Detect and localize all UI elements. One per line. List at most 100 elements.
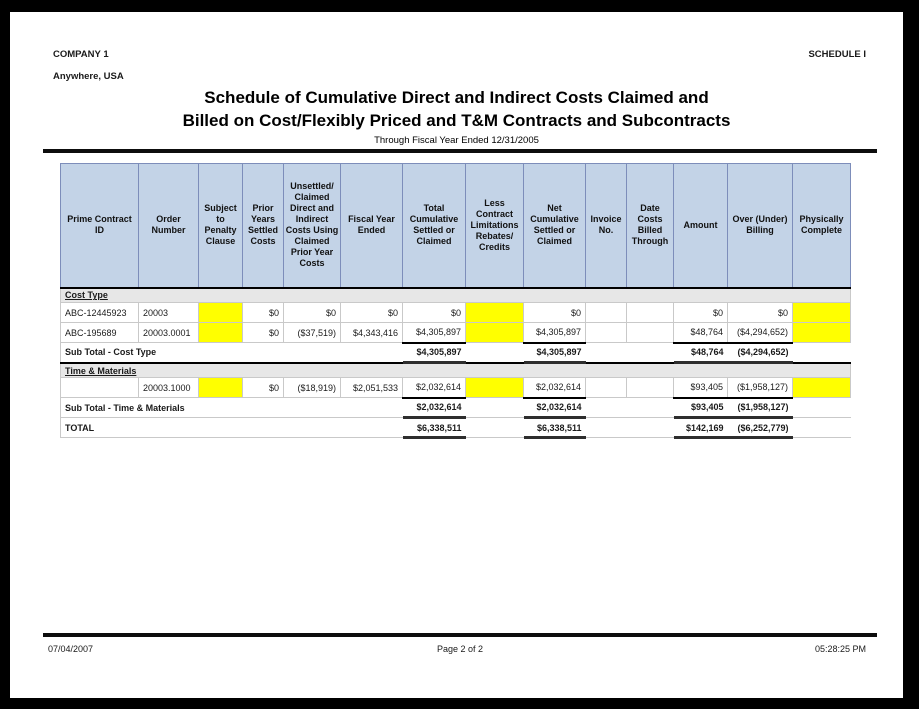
section-row: Cost Type <box>60 286 851 303</box>
highlight-cell-less-contract-limitations <box>465 322 524 343</box>
section-title-text: Time & Materials <box>65 365 137 376</box>
subtotal-row-label: Sub Total - Cost Type <box>60 342 403 363</box>
highlight-cell-subject-to-penalty-clause <box>198 322 243 343</box>
column-header-date-costs-billed-through: Date Costs Billed Through <box>626 163 674 288</box>
cell-amount: $0 <box>673 302 728 323</box>
cell-prior-years-settled-costs: $0 <box>242 302 284 323</box>
total-row-blank-invoice-no <box>585 417 627 438</box>
total-row-over-under: ($6,252,779) <box>727 416 793 439</box>
subtotal-row-blank-less-contract-limitations <box>465 342 524 363</box>
highlight-cell-physically-complete <box>792 377 851 398</box>
cell-order-number: 20003.1000 <box>138 377 199 398</box>
total-row-blank-less-contract-limitations <box>465 417 524 438</box>
table-row: ABC-195689 20003.0001 $0 ($37,519) $4,343,41… <box>60 322 851 343</box>
cell-unsettled-claimed-costs: $0 <box>283 302 341 323</box>
footer-divider-line <box>43 633 877 637</box>
footer-date: 07/04/2007 <box>48 644 94 654</box>
report-title-block: Schedule of Cumulative Direct and Indire… <box>10 86 903 146</box>
subtotal-row-net-cumulative: $2,032,614 <box>523 396 586 419</box>
footer-time: 05:28:25 PM <box>814 644 866 654</box>
cell-total-cumulative-settled-or-claimed: $4,305,897 <box>402 322 466 343</box>
highlight-cell-subject-to-penalty-clause <box>198 377 243 398</box>
column-header-over-under-billing: Over (Under) Billing <box>727 163 793 288</box>
total-row-amount: $142,169 <box>673 416 728 439</box>
cell-unsettled-claimed-costs: ($37,519) <box>283 322 341 343</box>
subtotal-row-amount: $48,764 <box>673 341 728 364</box>
total-row-total-cumulative: $6,338,511 <box>402 416 466 439</box>
report-title-line2: Billed on Cost/Flexibly Priced and T&M C… <box>182 111 731 130</box>
cell-amount: $48,764 <box>673 322 728 343</box>
report-subtitle: Through Fiscal Year Ended 12/31/2005 <box>374 135 539 146</box>
footer-page-label: Page 2 of 2 <box>436 644 484 654</box>
cell-order-number: 20003 <box>138 302 199 323</box>
cell-invoice-no <box>585 302 627 323</box>
column-header-total-cumulative-settled-or-claimed: Total Cumulative Settled or Claimed <box>402 163 466 288</box>
table-header: Prime Contract ID Order Number Subject to … <box>60 163 851 288</box>
cell-net-cumulative-settled-or-claimed: $0 <box>523 302 586 323</box>
cell-net-cumulative-settled-or-claimed: $4,305,897 <box>523 322 586 343</box>
subtotal-row-total-cumulative: $4,305,897 <box>402 341 466 364</box>
cell-fiscal-year-ended: $0 <box>340 302 403 323</box>
highlight-cell-subject-to-penalty-clause <box>198 302 243 323</box>
cell-prime-contract-id: ABC-195689 <box>60 322 139 343</box>
highlight-cell-less-contract-limitations <box>465 377 524 398</box>
highlight-cell-physically-complete <box>792 302 851 323</box>
cell-date-costs-billed-through <box>626 322 674 343</box>
cell-prime-contract-id <box>60 377 139 398</box>
column-header-subject-to-penalty-clause: Subject to Penalty Clause <box>198 163 243 288</box>
subtotal-row: Sub Total - Time & Materials $2,032,614 $2… <box>60 396 851 419</box>
cell-order-number: 20003.0001 <box>138 322 199 343</box>
subtotal-row-blank-invoice-no <box>585 342 627 363</box>
section-label: Time & Materials <box>60 361 851 378</box>
schedule-label: SCHEDULE I <box>808 49 866 60</box>
section-label: Cost Type <box>60 286 851 303</box>
subtotal-row-blank-physically-complete <box>792 342 851 363</box>
cell-over-under-billing: ($1,958,127) <box>727 377 793 398</box>
highlight-cell-less-contract-limitations <box>465 302 524 323</box>
cell-unsettled-claimed-costs: ($18,919) <box>283 377 341 398</box>
subtotal-row-amount: $93,405 <box>673 396 728 419</box>
subtotal-row-blank-invoice-no <box>585 397 627 418</box>
company-location: Anywhere, USA <box>53 71 124 82</box>
report-page: COMPANY 1 Anywhere, USA SCHEDULE I Sched… <box>10 12 903 698</box>
cell-total-cumulative-settled-or-claimed: $2,032,614 <box>402 377 466 398</box>
report-title-line1: Schedule of Cumulative Direct and Indire… <box>204 88 709 107</box>
cell-net-cumulative-settled-or-claimed: $2,032,614 <box>523 377 586 398</box>
table-body: Cost Type ABC-12445923 20003 $0 $0 $0 $0 $0 $0 $0… <box>60 286 851 439</box>
subtotal-row-label: Sub Total - Time & Materials <box>60 397 403 418</box>
subtotal-row-over-under: ($4,294,652) <box>727 341 793 364</box>
column-header-less-contract-limitations: Less Contract Limitations Rebates/ Credi… <box>465 163 524 288</box>
column-header-net-cumulative-settled-or-claimed: Net Cumulative Settled or Claimed <box>523 163 586 288</box>
column-header-physically-complete: Physically Complete <box>792 163 851 288</box>
table-header-row: Prime Contract ID Order Number Subject to … <box>60 163 851 288</box>
total-row-blank-physically-complete <box>792 417 851 438</box>
total-row-blank-date-costs-billed-through <box>626 417 674 438</box>
column-header-order-number: Order Number <box>138 163 199 288</box>
cell-fiscal-year-ended: $2,051,533 <box>340 377 403 398</box>
column-header-invoice-no: Invoice No. <box>585 163 627 288</box>
column-header-prime-contract-id: Prime Contract ID <box>60 163 139 288</box>
cell-invoice-no <box>585 322 627 343</box>
cell-over-under-billing: $0 <box>727 302 793 323</box>
column-header-prior-years-settled-costs: Prior Years Settled Costs <box>242 163 284 288</box>
cell-prior-years-settled-costs: $0 <box>242 322 284 343</box>
total-row-label: TOTAL <box>60 417 403 438</box>
subtotal-row-net-cumulative: $4,305,897 <box>523 341 586 364</box>
total-row-net-cumulative: $6,338,511 <box>523 416 586 439</box>
cell-prior-years-settled-costs: $0 <box>242 377 284 398</box>
cell-date-costs-billed-through <box>626 302 674 323</box>
subtotal-row-blank-date-costs-billed-through <box>626 397 674 418</box>
column-header-fiscal-year-ended: Fiscal Year Ended <box>340 163 403 288</box>
cell-fiscal-year-ended: $4,343,416 <box>340 322 403 343</box>
cell-total-cumulative-settled-or-claimed: $0 <box>402 302 466 323</box>
table-row: ABC-12445923 20003 $0 $0 $0 $0 $0 $0 $0 <box>60 302 851 323</box>
highlight-cell-physically-complete <box>792 322 851 343</box>
header-divider-line <box>43 149 877 153</box>
cell-date-costs-billed-through <box>626 377 674 398</box>
subtotal-row-blank-date-costs-billed-through <box>626 342 674 363</box>
column-header-unsettled-claimed-costs: Unsettled/ Claimed Direct and Indirect C… <box>283 163 341 288</box>
subtotal-row-blank-physically-complete <box>792 397 851 418</box>
cell-over-under-billing: ($4,294,652) <box>727 322 793 343</box>
cell-invoice-no <box>585 377 627 398</box>
